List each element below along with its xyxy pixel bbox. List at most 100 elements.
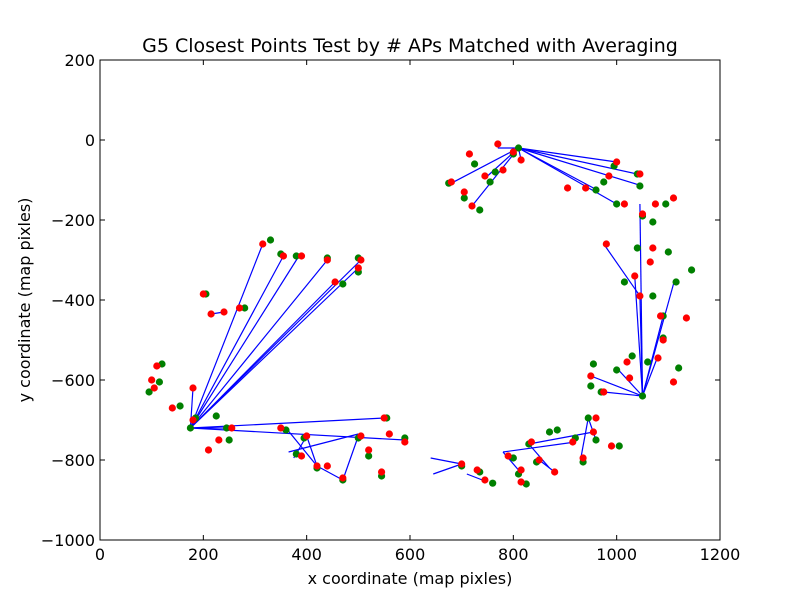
match-line [641, 283, 675, 397]
actual-point [215, 436, 223, 444]
x-tick-label: 800 [498, 545, 529, 564]
estimated-point [638, 392, 647, 400]
actual-point [589, 428, 598, 436]
actual-point [563, 184, 572, 192]
x-tick-label: 600 [395, 545, 426, 564]
actual-point [623, 358, 631, 366]
match-line [528, 443, 550, 469]
estimated-point [339, 280, 347, 288]
actual-point [447, 178, 455, 186]
estimated-point [620, 278, 629, 286]
match-line [288, 433, 359, 453]
match-line [189, 259, 362, 429]
actual-point [150, 384, 158, 392]
estimated-point [489, 479, 497, 487]
actual-point [551, 468, 559, 476]
actual-point [579, 454, 587, 462]
actual-point [189, 384, 197, 392]
y-axis-label: y coordinate (map pixles) [15, 198, 34, 403]
x-tick-label: 0 [95, 545, 105, 564]
estimated-point [633, 244, 641, 252]
match-line [590, 375, 643, 397]
actual-point [481, 172, 489, 180]
estimated-point [545, 428, 554, 436]
actual-point [473, 466, 481, 474]
actual-point [607, 442, 616, 450]
actual-point [638, 210, 647, 218]
match-line [518, 147, 638, 175]
actual-point [207, 310, 215, 318]
match-line [528, 431, 594, 445]
match-line [189, 243, 264, 429]
actual-point [613, 158, 621, 166]
actual-point [297, 252, 306, 260]
actual-point [297, 452, 306, 460]
actual-point [569, 438, 577, 446]
match-line [189, 259, 328, 429]
actual-point [199, 290, 207, 298]
estimated-point [292, 252, 300, 260]
actual-point [313, 462, 321, 470]
actual-point [625, 374, 634, 382]
estimated-point [592, 186, 600, 194]
plot-area [145, 140, 696, 488]
actual-point [682, 314, 691, 322]
match-line [518, 147, 617, 163]
x-tick-label: 1200 [700, 545, 741, 564]
estimated-point [470, 160, 479, 168]
actual-point [636, 292, 644, 300]
actual-point [620, 200, 629, 208]
match-line [306, 435, 318, 467]
estimated-point [662, 200, 670, 208]
match-line [466, 473, 483, 481]
actual-point [636, 170, 644, 178]
estimated-point [628, 352, 636, 360]
actual-point [235, 304, 244, 312]
match-line [603, 391, 643, 397]
actual-point [602, 240, 610, 248]
estimated-point [155, 378, 164, 386]
match-line [430, 457, 462, 465]
actual-point [228, 424, 236, 432]
actual-point [669, 378, 678, 386]
estimated-point [644, 358, 652, 366]
actual-point [656, 312, 665, 320]
actual-point [600, 388, 608, 396]
match-line [502, 441, 576, 453]
estimated-point [587, 382, 595, 390]
actual-point [654, 354, 662, 362]
match-line [190, 417, 385, 429]
match-line [579, 417, 589, 461]
actual-point [458, 460, 466, 468]
estimated-point [553, 426, 561, 434]
actual-point [380, 414, 388, 422]
estimated-point [225, 436, 233, 444]
actual-point [339, 474, 347, 482]
y-tick-label: 200 [64, 51, 95, 70]
estimated-point [664, 248, 672, 256]
actual-point [646, 258, 654, 266]
actual-point [504, 452, 512, 460]
actual-point [649, 244, 657, 252]
estimated-point [687, 266, 696, 274]
actual-point [468, 202, 476, 210]
actual-point [259, 240, 267, 248]
actual-point [509, 148, 517, 156]
estimated-point [600, 178, 608, 186]
actual-point [323, 256, 331, 264]
y-tick-label: 0 [85, 131, 95, 150]
match-line [634, 275, 644, 397]
estimated-point [266, 236, 275, 244]
actual-point [527, 438, 536, 446]
estimated-point [613, 366, 621, 374]
estimated-point [592, 436, 600, 444]
y-tick-label: −200 [51, 211, 95, 230]
x-axis: 0 200 400 600 800 1000 1200 [95, 60, 740, 564]
actual-point [481, 476, 489, 484]
estimated-point [176, 402, 184, 410]
actual-point [153, 362, 161, 370]
actual-point [517, 466, 525, 474]
estimated-point [649, 218, 657, 226]
